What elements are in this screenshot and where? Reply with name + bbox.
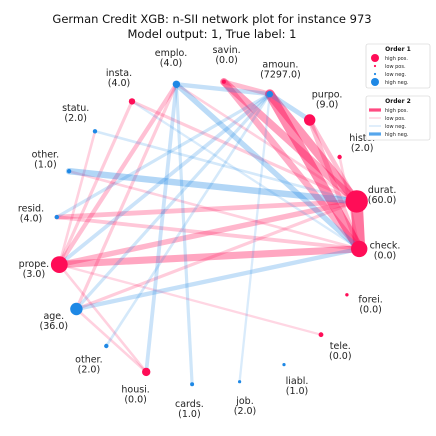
edge-35: [105, 92, 272, 348]
legend-box-0: [365, 43, 431, 89]
node-label-9: age. (36.0): [40, 311, 69, 332]
edge-20: [67, 169, 361, 251]
node-16: [221, 79, 226, 84]
node-8: [104, 343, 109, 349]
edge-11: [54, 215, 362, 251]
node-13: [92, 129, 98, 134]
edge-30: [57, 92, 272, 267]
edge-10: [54, 198, 360, 220]
edge-8: [55, 245, 363, 269]
edge-27: [174, 82, 272, 97]
legend-title-0: Order 1: [385, 46, 411, 53]
node-2: [345, 293, 349, 297]
node-11: [54, 214, 59, 220]
node-label-5: job. (2.0): [234, 396, 257, 417]
node-label-12: other. (1.0): [32, 150, 59, 171]
legend: Order 1 high pos. low pos. low neg. high neg…: [365, 43, 431, 141]
node-label-0: durat. (60.0): [368, 185, 397, 206]
node-label-2: forei. (0.0): [358, 294, 382, 315]
node-18: [304, 114, 316, 126]
node-7: [142, 367, 151, 377]
node-label-18: purpo. (9.0): [312, 90, 343, 111]
legend-label-0-0: high pos.: [385, 56, 408, 62]
edge-4: [220, 78, 363, 253]
node-label-3: tele. (0.0): [329, 341, 352, 362]
edge-16: [74, 199, 359, 311]
legend-label-1-3: high neg.: [385, 132, 409, 138]
edge-17: [75, 307, 148, 374]
node-label-1: check. (0.0): [370, 241, 401, 262]
node-4: [282, 363, 286, 367]
node-label-6: cards. (1.0): [175, 399, 204, 420]
node-label-19: histo. (2.0): [349, 133, 375, 154]
edge-34: [93, 130, 359, 203]
edge-36: [238, 92, 271, 383]
legend-label-0-3: high neg.: [385, 80, 409, 86]
legend-marker-0-1: [373, 64, 377, 68]
edge-33: [55, 92, 272, 219]
node-label-4: liabl. (1.0): [286, 376, 309, 397]
node-label-17: amoun. (7297.0): [260, 59, 301, 80]
chart-subtitle: Model output: 1, True label: 1: [127, 27, 296, 41]
node-1: [351, 240, 368, 258]
legend-box-1: [365, 95, 431, 141]
edge-37: [130, 100, 361, 251]
edge-21: [58, 263, 323, 336]
node-label-11: resid. (4.0): [18, 203, 44, 224]
edges-layer: [54, 78, 366, 386]
edge-6: [307, 117, 362, 252]
node-label-16: savin. (0.0): [213, 45, 241, 66]
node-9: [70, 302, 83, 316]
node-label-8: other. (2.0): [75, 354, 102, 375]
edge-1: [264, 89, 365, 254]
node-label-7: housi. (0.0): [121, 385, 149, 406]
edge-19: [57, 130, 97, 266]
edge-29: [144, 82, 179, 374]
edge-2: [265, 89, 362, 206]
edge-13: [74, 82, 178, 311]
edge-32: [74, 92, 272, 311]
chart-title: German Credit XGB: n-SII network plot fo…: [52, 12, 371, 26]
node-19: [337, 154, 342, 160]
edge-9: [56, 198, 360, 268]
edge-12: [57, 82, 179, 267]
legend-marker-0-3: [371, 78, 379, 86]
node-5: [238, 380, 242, 384]
node-17: [266, 90, 273, 98]
node-6: [190, 382, 195, 387]
node-label-15: emplo. (4.0): [155, 48, 187, 69]
node-14: [128, 98, 136, 105]
edge-28: [74, 246, 362, 312]
edge-25: [173, 81, 362, 252]
edge-5: [221, 79, 273, 97]
edge-24: [65, 167, 360, 205]
legend-label-1-1: low pos.: [385, 116, 406, 122]
legend-label-0-2: low neg.: [385, 72, 407, 78]
edge-18: [57, 263, 148, 374]
node-label-10: prope. (3.0): [19, 259, 49, 280]
legend-label-1-0: high pos.: [385, 108, 408, 114]
labels-layer: durat. (60.0) check. (0.0) forei. (0.0) tele.(…: [18, 45, 401, 420]
edge-31: [174, 82, 194, 386]
legend-title-1: Order 2: [385, 98, 411, 105]
legend-label-1-2: low neg.: [385, 124, 407, 130]
node-label-14: insta. (4.0): [106, 68, 132, 89]
edge-7: [307, 117, 359, 204]
legend-marker-0-0: [371, 54, 379, 62]
edge-3: [220, 78, 361, 206]
node-0: [345, 190, 368, 213]
node-10: [50, 256, 68, 273]
node-12: [66, 169, 72, 174]
node-3: [318, 332, 324, 338]
node-15: [172, 80, 181, 89]
edge-22: [175, 83, 359, 203]
legend-label-0-1: low pos.: [385, 64, 406, 70]
edge-14: [130, 99, 359, 203]
nodes-layer: [50, 79, 368, 387]
edge-26: [267, 91, 313, 123]
legend-marker-0-2: [373, 72, 377, 76]
node-label-13: statu. (2.0): [62, 103, 89, 124]
edge-15: [57, 99, 134, 267]
